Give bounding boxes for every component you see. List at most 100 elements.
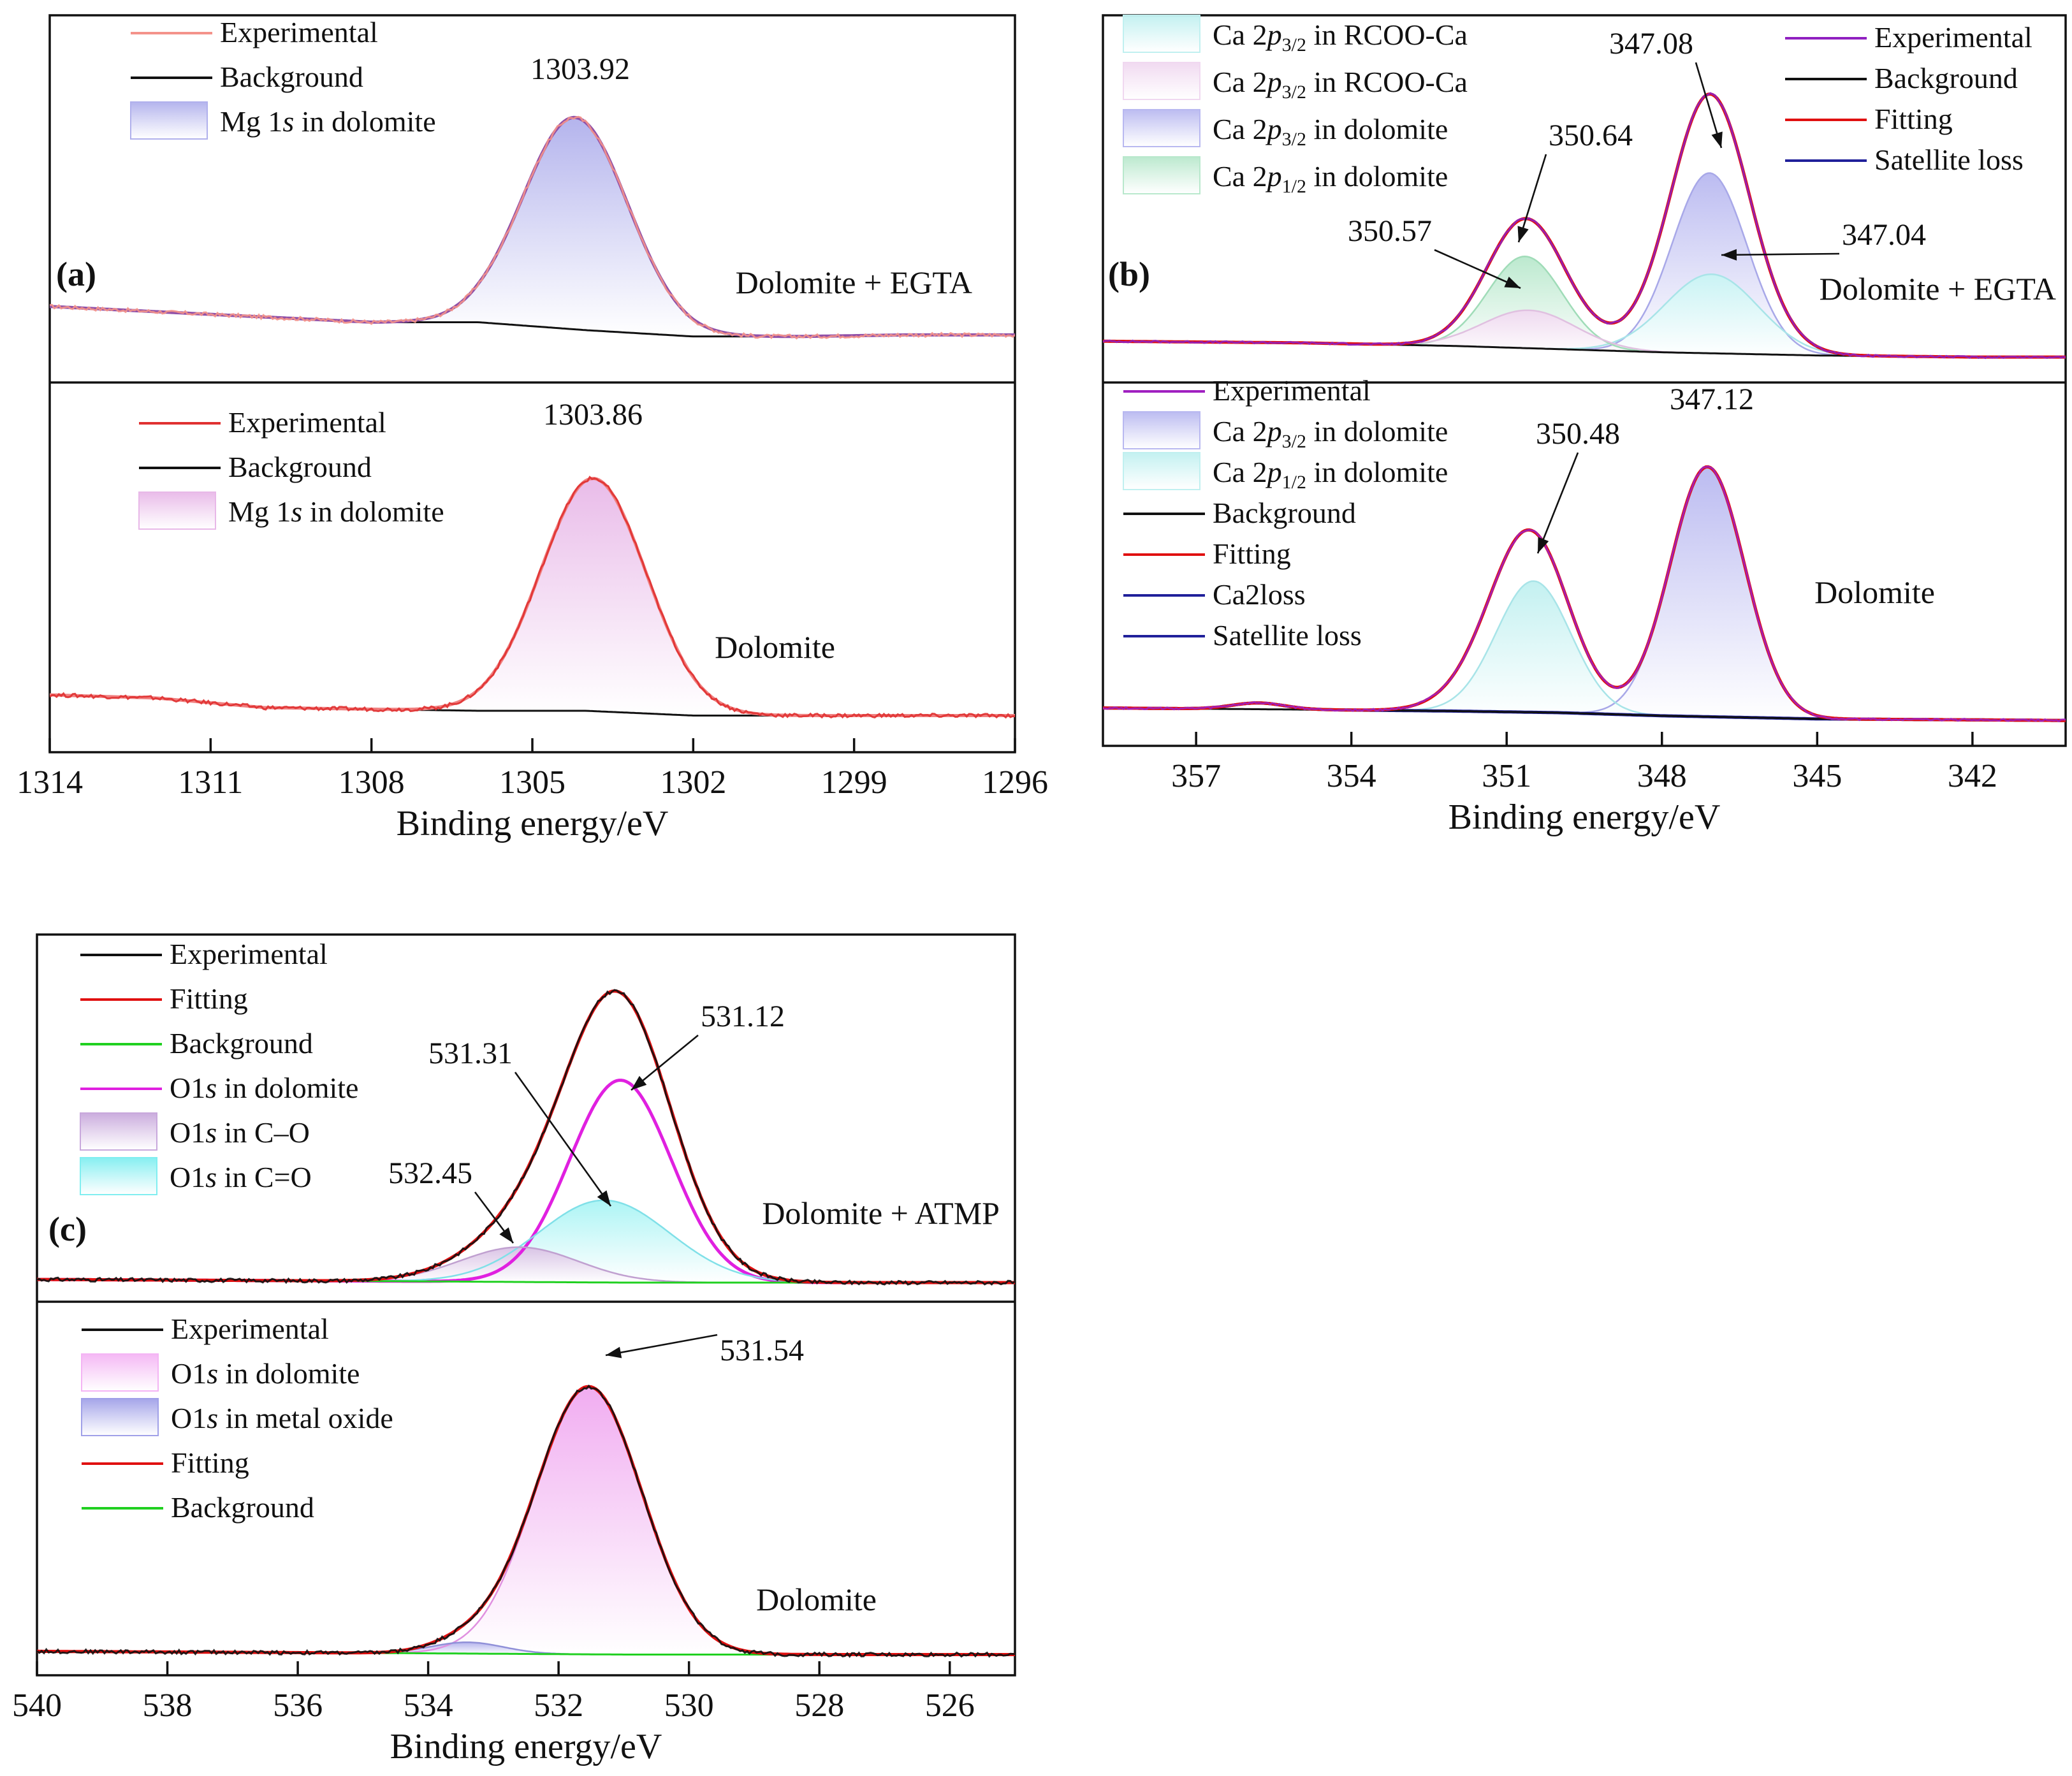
- peak-label: 347.08: [1609, 27, 1693, 61]
- legend-label: O1s in dolomite: [171, 1357, 360, 1390]
- plot-area: [37, 989, 1015, 1286]
- legend-entry: Background: [1123, 497, 1356, 529]
- x-axis-label: Binding energy/eV: [390, 1727, 662, 1766]
- legend-label: Ca 2p3/2 in dolomite: [1213, 113, 1448, 150]
- legend-entry: Experimental: [82, 1313, 329, 1345]
- plot-frame: [36, 933, 1016, 1677]
- legend-label: Fitting: [1213, 537, 1291, 570]
- legend-entry: Experimental: [131, 16, 378, 48]
- subplot-b-1: Dolomite + EGTA Ca 2p3/2 in RCOO-Ca Ca 2p3…: [1103, 15, 2066, 360]
- annotation-arrow: [1434, 249, 1521, 289]
- sample-label: Dolomite: [1814, 574, 1935, 610]
- annotation-arrowhead: [499, 1227, 513, 1243]
- annotation-arrow: [1721, 252, 1840, 256]
- x-tick-label: 354: [1327, 758, 1376, 794]
- legend-entry: Background: [139, 451, 372, 483]
- panel-c: 540 538 536 534 532 530 528 526 Binding energy/e…: [12, 933, 1016, 1766]
- legend-label: Experimental: [171, 1313, 329, 1345]
- peak-label: 350.64: [1549, 119, 1633, 152]
- component-fill: [37, 1247, 1015, 1283]
- annotation-arrowhead: [1538, 537, 1549, 553]
- legend-entry: Background: [131, 61, 363, 93]
- legend-entry: O1s in C=O: [80, 1157, 312, 1195]
- experimental-line: [37, 989, 1015, 1286]
- peak-label: 1303.92: [530, 52, 630, 86]
- annotation-arrow: [605, 1334, 718, 1357]
- legend-label: Background: [1874, 62, 2018, 94]
- legend-label: Ca 2p3/2 in dolomite: [1213, 415, 1448, 452]
- legend-label: O1s in dolomite: [170, 1072, 358, 1104]
- annotation-arrowhead: [631, 1075, 647, 1090]
- x-tick-label: 538: [143, 1687, 193, 1724]
- legend-swatch: [130, 101, 208, 140]
- legend-entry: Background: [1785, 62, 2018, 94]
- x-tick-label: 342: [1948, 758, 1997, 794]
- sample-label: Dolomite + EGTA: [1820, 271, 2056, 307]
- plot-area: [1103, 92, 2066, 360]
- legend-label: Experimental: [228, 406, 386, 439]
- panel-a: 1314 1311 1308 1305 1302 1299 1296 Binding ener…: [17, 14, 1048, 843]
- legend-label: Ca 2p3/2 in RCOO-Ca: [1213, 18, 1468, 55]
- legend-entry: Experimental: [1123, 374, 1371, 407]
- legend-label: Ca 2p3/2 in RCOO-Ca: [1213, 66, 1468, 103]
- legend-label: O1s in metal oxide: [171, 1402, 393, 1434]
- legend-label: Background: [170, 1027, 313, 1059]
- x-tick-label: 1302: [660, 764, 726, 801]
- legend-entry: Background: [80, 1027, 313, 1059]
- annotation-arrow: [514, 1072, 612, 1207]
- annotation-arrowhead: [1721, 249, 1737, 261]
- legend-swatch: [138, 491, 216, 530]
- annotation-arrow: [1517, 154, 1547, 243]
- annotation-arrowhead: [1517, 226, 1529, 242]
- legend-label: O1s in C–O: [170, 1116, 310, 1149]
- legend-entry: Experimental: [1785, 21, 2032, 54]
- experimental-line: [37, 1384, 1015, 1658]
- x-tick-label: 526: [925, 1687, 975, 1724]
- legend-entry: Ca 2p3/2 in RCOO-Ca: [1123, 62, 1468, 103]
- plot-area: [37, 1384, 1015, 1658]
- legend-entry: Fitting: [82, 1446, 249, 1479]
- legend-entry: Experimental: [80, 938, 328, 970]
- component-fill: [1103, 310, 2066, 358]
- subplot-b-2: Dolomite Experimental Ca 2p3/2 in dolomite…: [1103, 374, 2066, 722]
- legend-swatch: [81, 1353, 159, 1392]
- legend-entry: Ca2loss: [1123, 578, 1306, 611]
- peak-label: 350.57: [1348, 214, 1432, 248]
- experimental-line: [1103, 92, 2066, 360]
- peak-label: 532.45: [388, 1156, 472, 1190]
- annotation-arrow: [1536, 452, 1579, 554]
- plot-area: [1103, 465, 2066, 722]
- experimental-line: [50, 115, 1015, 340]
- legend-entry: Fitting: [1123, 537, 1291, 570]
- legend-entry: O1s in dolomite: [81, 1353, 360, 1392]
- legend-swatch: [80, 1157, 157, 1195]
- legend-label: Ca 2p1/2 in dolomite: [1213, 160, 1448, 197]
- peak-label: 1303.86: [543, 398, 643, 432]
- panel-label: (c): [48, 1210, 87, 1248]
- legend-label: Ca 2p1/2 in dolomite: [1213, 456, 1448, 493]
- x-tick-label: 540: [12, 1687, 62, 1724]
- legend-label: Experimental: [170, 938, 328, 970]
- x-tick-label: 1314: [17, 764, 83, 801]
- subplot-a-2: Dolomite Experimental Background Mg 1s in d…: [50, 398, 1015, 719]
- legend-entry: Satellite loss: [1123, 619, 1362, 651]
- legend-label: Background: [228, 451, 372, 483]
- legend-entry: Satellite loss: [1785, 143, 2024, 176]
- sample-label: Dolomite + EGTA: [736, 265, 972, 300]
- legend-label: Experimental: [1874, 21, 2032, 54]
- legend-entry: O1s in dolomite: [80, 1072, 358, 1104]
- legend-swatch: [1123, 411, 1200, 449]
- x-tick-label: 528: [794, 1687, 844, 1724]
- legend-entry: O1s in C–O: [80, 1112, 310, 1151]
- legend-entry: Ca 2p1/2 in dolomite: [1123, 452, 1448, 493]
- legend-label: Fitting: [170, 982, 248, 1015]
- sample-label: Dolomite + ATMP: [762, 1195, 1000, 1231]
- x-tick-label: 348: [1637, 758, 1687, 794]
- legend-entry: Mg 1s in dolomite: [130, 101, 436, 140]
- subplot-c-1: Dolomite + ATMP Experimental Fitting Backgr…: [37, 938, 1015, 1286]
- legend-label: O1s in C=O: [170, 1161, 312, 1193]
- legend-label: Experimental: [220, 16, 378, 48]
- legend-swatch: [1123, 156, 1200, 194]
